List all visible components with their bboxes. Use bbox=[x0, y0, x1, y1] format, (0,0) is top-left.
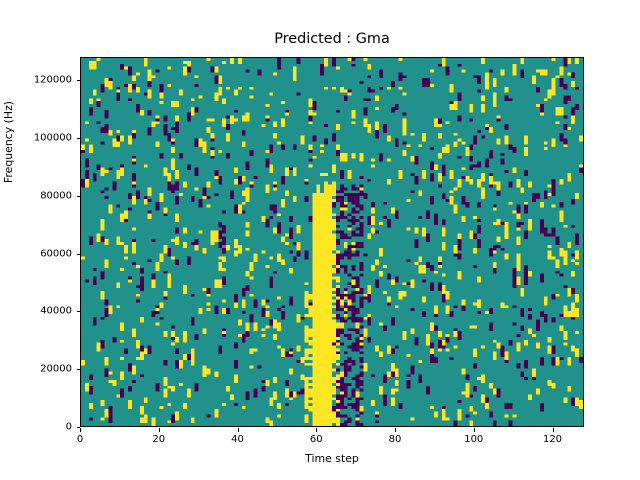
y-tick-mark bbox=[76, 195, 80, 197]
y-tick-mark bbox=[76, 427, 80, 428]
y-tick-label: 20000 bbox=[40, 363, 72, 375]
y-tick-mark bbox=[76, 369, 80, 371]
x-tick-mark bbox=[237, 428, 239, 432]
heatmap-image bbox=[81, 58, 583, 426]
x-tick-mark bbox=[473, 428, 475, 432]
x-tick-label: 0 bbox=[76, 434, 84, 445]
x-tick-mark bbox=[552, 428, 554, 432]
heatmap-axes bbox=[80, 57, 584, 427]
x-tick-mark bbox=[158, 428, 160, 432]
x-tick-label: 100 bbox=[464, 434, 484, 445]
y-axis-label: Frequency (Hz) bbox=[2, 100, 15, 184]
y-tick-mark bbox=[76, 311, 80, 313]
y-tick-label: 100000 bbox=[33, 132, 72, 144]
x-tick-label: 20 bbox=[152, 434, 166, 445]
x-tick-label: 80 bbox=[388, 434, 402, 445]
y-tick-label: 80000 bbox=[40, 190, 72, 202]
y-tick-label: 120000 bbox=[33, 74, 72, 86]
x-tick-mark bbox=[395, 428, 396, 432]
y-tick-label: 40000 bbox=[40, 305, 72, 317]
chart-title: Predicted : Gma bbox=[274, 31, 390, 47]
x-axis-label: Time step bbox=[305, 452, 359, 465]
x-tick-label: 60 bbox=[309, 434, 323, 445]
x-tick-mark bbox=[316, 428, 318, 432]
y-tick-mark bbox=[76, 80, 80, 82]
x-tick-mark bbox=[80, 428, 81, 432]
x-tick-label: 120 bbox=[542, 434, 563, 445]
y-tick-label: 60000 bbox=[40, 248, 72, 260]
y-tick-mark bbox=[76, 137, 80, 139]
x-tick-label: 40 bbox=[231, 434, 244, 445]
y-tick-mark bbox=[76, 253, 80, 255]
y-tick-label: 0 bbox=[65, 421, 72, 433]
